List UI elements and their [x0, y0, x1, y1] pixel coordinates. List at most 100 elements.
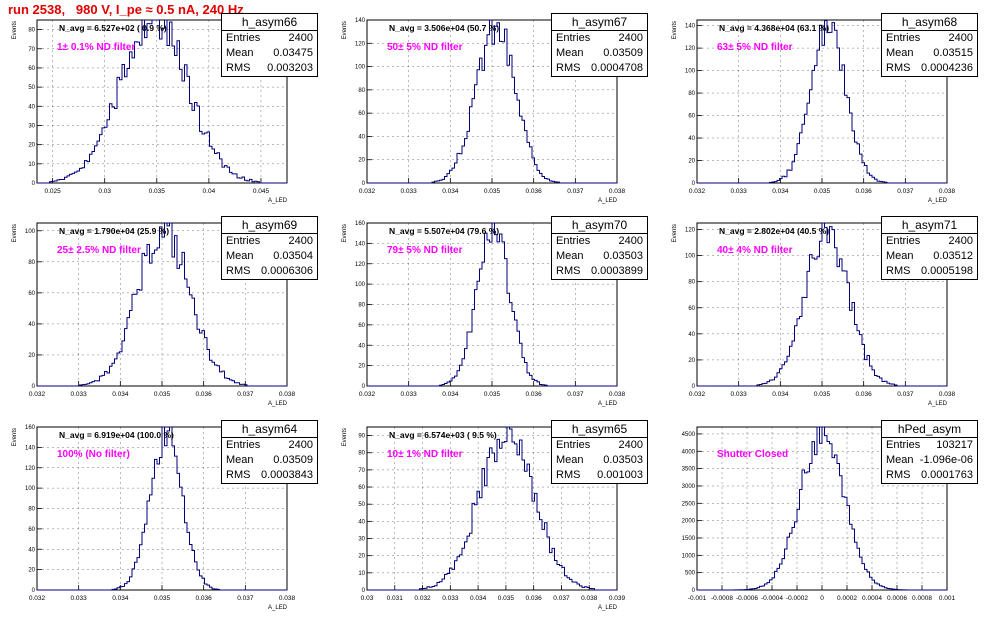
x-tick-label: 0.032	[689, 188, 706, 195]
x-tick-label: 0.035	[814, 391, 831, 398]
x-axis-label: A_LED	[268, 401, 288, 407]
y-axis-label: Events	[12, 224, 18, 242]
stats-box: h_asym69 Entries 2400 Mean 0.03504 RMS 0.00063…	[221, 216, 318, 280]
y-tick-label: 40	[688, 136, 695, 142]
y-tick-label: 120	[685, 228, 696, 234]
n-avg-label: N_avg = 6.919e+04 (100.0 %)	[59, 430, 174, 440]
y-axis-label: Events	[672, 224, 678, 242]
histogram-panel: -0.001 -0.0008 -0.0006 -0.0004 -0.0002 0 0.000…	[682, 420, 996, 614]
histogram-plot: 0.032 0.033 0.034 0.035 0.036 0.037 0.038 0 20 40…	[672, 222, 956, 407]
filter-label: 79± 5% ND filter	[387, 245, 463, 256]
y-tick-label: 80	[688, 91, 695, 97]
x-tick-label: 0.032	[359, 391, 376, 398]
stats-value-mean: 0.03509	[603, 47, 643, 59]
x-tick-label: 0.032	[29, 391, 46, 398]
stats-box: h_asym64 Entries 2400 Mean 0.03509 RMS 0.00038…	[221, 420, 318, 484]
stats-value-mean: 0.03503	[603, 250, 643, 262]
x-tick-label: 0.032	[359, 188, 376, 195]
y-axis-label: Events	[12, 21, 18, 39]
x-tick-label: 0.034	[772, 391, 789, 398]
stats-row-entries: Entries 2400	[552, 234, 647, 249]
x-tick-label: 0.0002	[837, 595, 857, 602]
y-tick-label: 2500	[682, 501, 696, 507]
y-tick-label: 40	[28, 104, 35, 110]
stats-box: h_asym71 Entries 2400 Mean 0.03512 RMS 0.00051…	[881, 216, 978, 280]
stats-value-entries: 2400	[948, 235, 973, 247]
stats-key-entries: Entries	[226, 235, 261, 247]
x-tick-label: 0.025	[44, 188, 61, 195]
filter-label: 40± 4% ND filter	[717, 245, 793, 256]
histogram-plot: 0.032 0.033 0.034 0.035 0.036 0.037 0.038 0 20 40…	[342, 221, 626, 407]
stats-value-mean: 0.03509	[273, 454, 313, 466]
stats-value-rms: 0.0003899	[591, 265, 643, 277]
y-axis-label: Events	[12, 428, 18, 446]
stats-value-rms: 0.001003	[597, 469, 643, 481]
y-tick-label: 120	[355, 41, 366, 47]
y-tick-label: 80	[358, 88, 365, 94]
histogram-plot: -0.001 -0.0008 -0.0006 -0.0004 -0.0002 0 0.000…	[682, 426, 956, 602]
x-tick-label: 0.038	[609, 188, 626, 195]
stats-key-mean: Mean	[226, 250, 254, 262]
stats-row-rms: RMS 0.0006306	[222, 264, 317, 279]
x-tick-label: 0.037	[897, 391, 914, 398]
n-avg-label: N_avg = 2.802e+04 (40.5 %)	[719, 226, 830, 236]
y-tick-label: 0	[692, 384, 696, 390]
stats-row-rms: RMS 0.0004236	[882, 61, 977, 76]
stats-value-rms: 0.0004708	[591, 62, 643, 74]
stats-value-mean: -1.096e-06	[919, 454, 973, 466]
n-avg-label: N_avg = 5.507e+04 (79.6 %)	[389, 226, 500, 236]
x-tick-label: 0.04	[203, 188, 216, 195]
histogram-plot: 0.032 0.033 0.034 0.035 0.036 0.037 0.038 0 20 40…	[12, 425, 296, 611]
stats-value-rms: 0.0003843	[261, 469, 313, 481]
y-tick-label: 10	[358, 571, 365, 577]
y-tick-label: 100	[355, 65, 366, 71]
y-tick-label: 10	[28, 162, 35, 168]
x-tick-label: 0.033	[442, 595, 459, 602]
y-tick-label: 40	[358, 343, 365, 349]
y-tick-label: 80	[28, 260, 35, 266]
stats-row-entries: Entries 2400	[882, 31, 977, 46]
x-axis-label: A_LED	[268, 605, 288, 611]
stats-value-rms: 0.0005198	[921, 265, 973, 277]
x-tick-label: 0.032	[689, 391, 706, 398]
stats-key-rms: RMS	[556, 265, 581, 277]
x-tick-label: 0.035	[154, 391, 171, 398]
y-tick-label: 140	[25, 445, 36, 451]
n-avg-label: N_avg = 1.790e+04 (25.9 %)	[59, 226, 170, 236]
stats-key-entries: Entries	[886, 235, 921, 247]
stats-row-mean: Mean 0.03503	[552, 249, 647, 264]
y-tick-label: 20	[358, 364, 365, 370]
stats-box: h_asym67 Entries 2400 Mean 0.03509 RMS 0.00047…	[551, 13, 648, 77]
x-tick-label: 0.033	[71, 595, 88, 602]
filter-label: 50± 5% ND filter	[387, 42, 463, 53]
x-tick-label: 0.032	[29, 595, 46, 602]
stats-key-mean: Mean	[226, 47, 254, 59]
x-tick-label: -0.0008	[711, 595, 733, 602]
x-tick-label: 0.036	[196, 391, 213, 398]
x-tick-label: 0.0008	[912, 595, 932, 602]
x-tick-label: 0.035	[484, 391, 501, 398]
histogram-panel: 0.032 0.033 0.034 0.035 0.036 0.037 0.038 0 20 40…	[12, 420, 352, 614]
x-tick-label: 0.038	[581, 595, 598, 602]
histogram-line	[37, 222, 287, 387]
stats-title: h_asym66	[222, 14, 317, 31]
x-tick-label: 0.03	[98, 188, 111, 195]
filter-label: 100% (No filter)	[57, 449, 130, 460]
stats-key-entries: Entries	[226, 439, 261, 451]
stats-value-rms: 0.0001763	[921, 469, 973, 481]
stats-key-mean: Mean	[886, 250, 914, 262]
stats-value-mean: 0.03512	[933, 250, 973, 262]
histogram-panel: 0.025 0.03 0.035 0.04 0.045 0 10 20 30 40 50 60 70 80…	[12, 13, 352, 207]
x-tick-label: 0.035	[484, 188, 501, 195]
y-tick-label: 30	[28, 123, 35, 129]
stats-key-rms: RMS	[556, 469, 581, 481]
x-tick-label: 0.036	[196, 595, 213, 602]
y-tick-label: 60	[28, 66, 35, 72]
stats-row-rms: RMS 0.0003899	[552, 264, 647, 279]
y-tick-label: 70	[28, 47, 35, 53]
stats-value-entries: 103217	[936, 439, 973, 451]
stats-value-entries: 2400	[288, 235, 313, 247]
stats-key-rms: RMS	[886, 265, 911, 277]
n-avg-label: N_avg = 4.368e+04 (63.1 %)	[719, 23, 830, 33]
y-tick-label: 100	[355, 282, 366, 288]
